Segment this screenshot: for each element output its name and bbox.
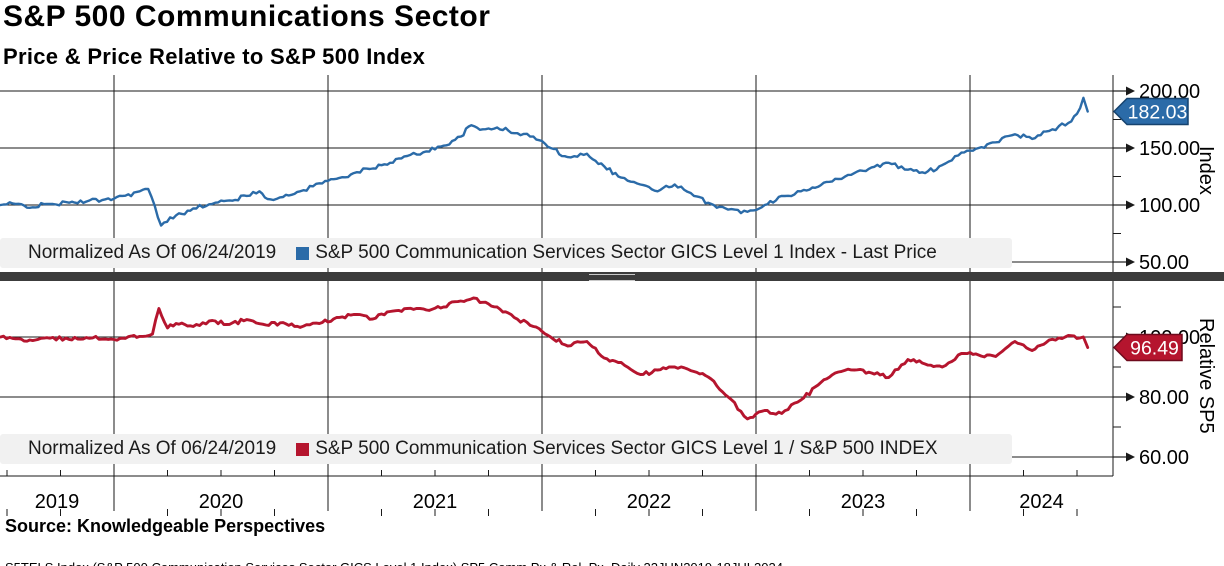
- svg-text:2020: 2020: [199, 491, 244, 513]
- last-value-badge-relative: 96.49: [1112, 333, 1183, 362]
- footnote-bar: S5TELS Index (S&P 500 Communication Serv…: [0, 545, 1224, 566]
- svg-text:2023: 2023: [841, 491, 886, 513]
- legend-top-panel: Normalized As Of 06/24/2019 S&P 500 Comm…: [0, 238, 1012, 268]
- svg-text:2021: 2021: [413, 491, 458, 513]
- svg-text:182.03: 182.03: [1128, 101, 1188, 123]
- legend-bottom-panel: Normalized As Of 06/24/2019 S&P 500 Comm…: [0, 434, 1012, 464]
- source-value: Knowledgeable Perspectives: [77, 516, 326, 536]
- y-axis-title-index: Index: [1195, 146, 1217, 195]
- legend-normalized-label: Normalized As Of 06/24/2019: [28, 242, 277, 263]
- svg-text:50.00: 50.00: [1139, 252, 1189, 274]
- relative-price-line: [0, 296, 1090, 421]
- panel-resize-handle-icon[interactable]: [589, 274, 635, 281]
- source-line: Source: Knowledgeable Perspectives: [5, 516, 325, 537]
- svg-text:2022: 2022: [627, 491, 672, 513]
- ticker-info: S5TELS Index (S&P 500 Communication Serv…: [5, 560, 783, 566]
- svg-text:60.00: 60.00: [1139, 447, 1189, 469]
- svg-text:100.00: 100.00: [1139, 195, 1200, 217]
- x-axis-labels: 2019 2020 2021 2022 2023 2024: [35, 491, 1064, 513]
- legend-series-label: S&P 500 Communication Services Sector GI…: [315, 438, 938, 459]
- last-value-badge-index: 182.03: [1112, 97, 1189, 126]
- legend-normalized-label: Normalized As Of 06/24/2019: [28, 438, 277, 459]
- y-axis-title-relative: Relative SP5: [1195, 318, 1217, 434]
- svg-text:96.49: 96.49: [1130, 338, 1179, 360]
- legend-series-swatch-icon: [296, 442, 310, 456]
- svg-text:150.00: 150.00: [1139, 138, 1200, 160]
- svg-text:2024: 2024: [1019, 491, 1064, 513]
- legend-series-label: S&P 500 Communication Services Sector GI…: [315, 242, 937, 263]
- panel-separator: [0, 272, 1224, 281]
- chart-title: S&P 500 Communications Sector: [3, 0, 491, 33]
- svg-text:2019: 2019: [35, 491, 80, 513]
- svg-text:200.00: 200.00: [1139, 81, 1200, 103]
- chart-subtitle: Price & Price Relative to S&P 500 Index: [3, 44, 426, 69]
- source-label: Source:: [5, 516, 73, 536]
- legend-series-swatch-icon: [296, 246, 310, 260]
- svg-text:80.00: 80.00: [1139, 387, 1189, 409]
- index-price-line: [0, 96, 1089, 227]
